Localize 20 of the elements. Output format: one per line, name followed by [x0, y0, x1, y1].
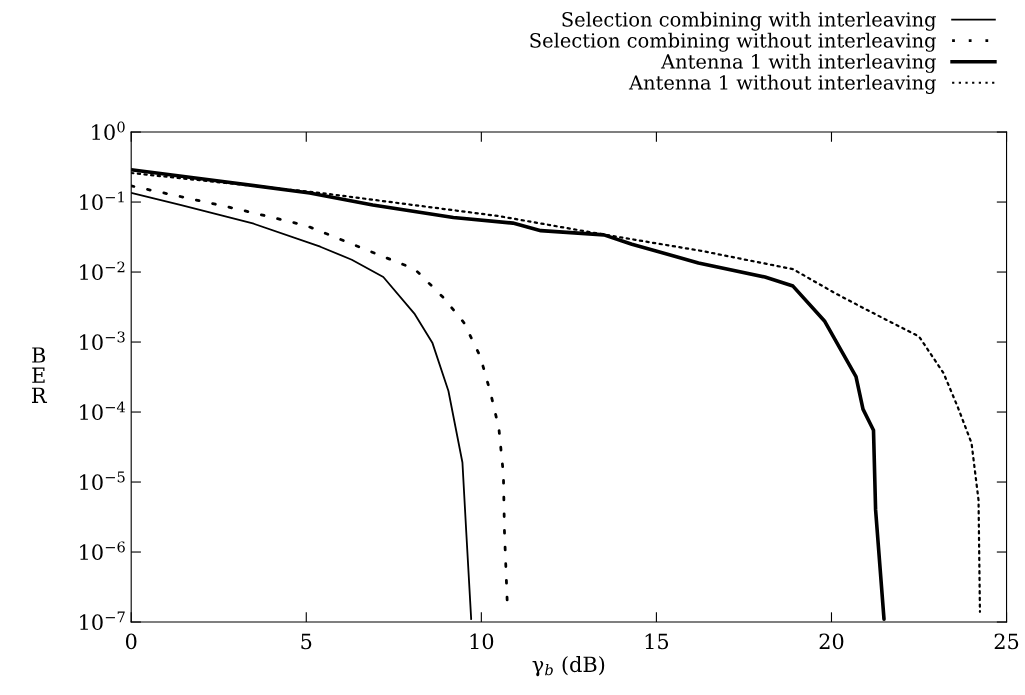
x-tick-label: 20: [819, 633, 844, 650]
x-axis-title: γ$_{b}$ (dB): [532, 656, 605, 677]
legend-label: Selection combining without interleaving: [530, 32, 936, 52]
x-tick-label: 10: [470, 633, 494, 650]
legend-label: Selection combining with interleaving: [562, 11, 936, 31]
x-tick-label: 0: [125, 633, 137, 650]
y-tick-label: 10$^{−6}$: [80, 541, 125, 561]
y-tick-label: 10$^{−7}$: [80, 611, 125, 631]
y-tick-label: 10$^{−5}$: [80, 471, 125, 491]
y-tick-label: 10$^{−3}$: [80, 331, 125, 351]
y-axis-title: BER: [32, 347, 48, 403]
x-tick-label: 5: [301, 633, 312, 650]
y-tick-label: 10$^{−1}$: [80, 191, 124, 211]
y-tick-label: 10$^{0}$: [92, 121, 125, 141]
y-tick-label: 10$^{−2}$: [80, 261, 125, 281]
x-tick-label: 15: [645, 633, 669, 650]
y-tick-label: 10$^{−4}$: [80, 401, 126, 421]
legend-label: Antenna 1 with interleaving: [660, 53, 936, 73]
legend-label: Antenna 1 without interleaving: [628, 74, 936, 94]
x-tick-label: 25: [994, 633, 1019, 650]
